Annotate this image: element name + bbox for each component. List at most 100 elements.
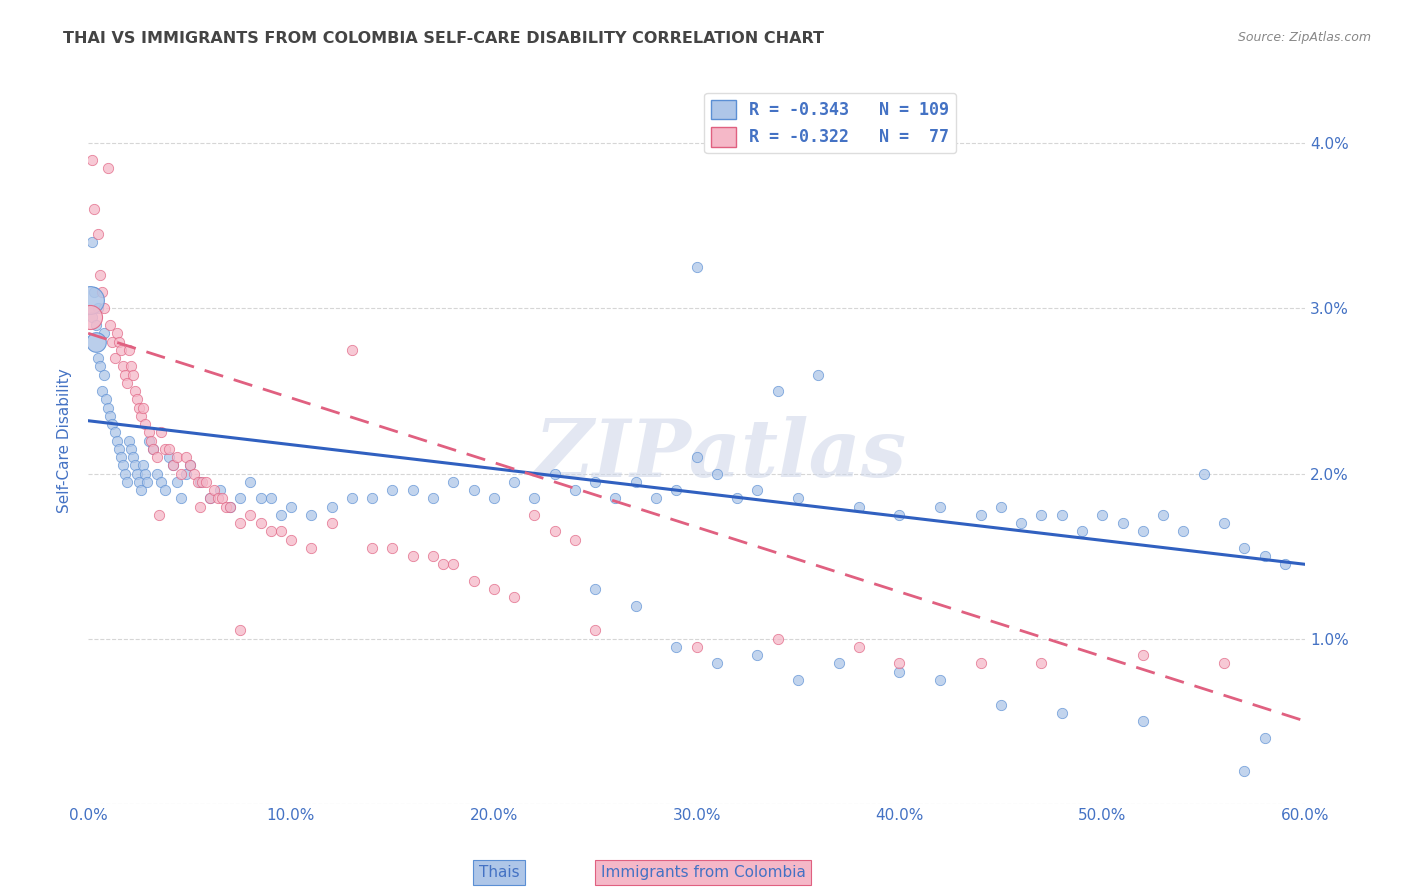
Point xyxy=(121,450,143,464)
Point xyxy=(107,334,129,349)
Point xyxy=(128,401,150,415)
Point xyxy=(361,541,384,555)
Point xyxy=(1132,524,1154,539)
Point xyxy=(1091,508,1114,522)
Point xyxy=(105,434,128,448)
Point xyxy=(1233,764,1256,778)
Text: Immigrants from Colombia: Immigrants from Colombia xyxy=(600,865,806,880)
Point xyxy=(132,401,155,415)
Point xyxy=(110,343,132,357)
Point xyxy=(142,442,165,456)
Point xyxy=(162,458,184,473)
Point xyxy=(82,310,104,324)
Point xyxy=(111,359,134,374)
Point xyxy=(89,359,111,374)
Point xyxy=(787,491,810,506)
Point xyxy=(125,467,148,481)
Point xyxy=(188,475,211,489)
Point xyxy=(1071,524,1094,539)
Point xyxy=(848,640,870,654)
Point xyxy=(503,591,526,605)
Point xyxy=(82,153,104,167)
Point xyxy=(889,665,911,679)
Point xyxy=(929,673,952,687)
Point xyxy=(93,301,115,316)
Point xyxy=(87,301,110,316)
Point xyxy=(120,442,142,456)
Point xyxy=(155,483,177,497)
Point xyxy=(207,491,229,506)
Point xyxy=(103,425,125,440)
Point xyxy=(260,524,283,539)
Point xyxy=(482,582,505,596)
Point xyxy=(1274,558,1296,572)
Point xyxy=(134,417,156,431)
Point xyxy=(523,491,546,506)
Point xyxy=(543,524,565,539)
Point xyxy=(280,533,302,547)
Point xyxy=(1233,541,1256,555)
Point xyxy=(124,384,146,398)
Point xyxy=(97,401,120,415)
Point xyxy=(1173,524,1195,539)
Point xyxy=(969,657,991,671)
Point xyxy=(463,574,485,588)
Point xyxy=(194,475,217,489)
Point xyxy=(136,475,159,489)
Point xyxy=(665,640,688,654)
Point xyxy=(422,491,444,506)
Point xyxy=(87,227,110,242)
Point xyxy=(129,483,152,497)
Point xyxy=(1213,657,1236,671)
Point xyxy=(132,458,155,473)
Point xyxy=(402,483,425,497)
Point xyxy=(685,260,707,275)
Point xyxy=(665,483,688,497)
Point xyxy=(361,491,384,506)
Point xyxy=(583,624,606,638)
Point xyxy=(1152,508,1174,522)
Point xyxy=(1111,516,1133,530)
Point xyxy=(93,368,115,382)
Point xyxy=(340,491,363,506)
Point xyxy=(115,475,138,489)
Point xyxy=(1050,508,1073,522)
Point xyxy=(706,467,728,481)
Point xyxy=(889,508,911,522)
Point xyxy=(110,450,132,464)
Point xyxy=(422,549,444,563)
Point xyxy=(170,467,193,481)
Point xyxy=(1253,549,1275,563)
Point xyxy=(766,384,789,398)
Point xyxy=(125,392,148,407)
Point xyxy=(138,425,160,440)
Point xyxy=(162,458,184,473)
Point xyxy=(1132,714,1154,728)
Point xyxy=(1192,467,1215,481)
Point xyxy=(766,632,789,646)
Point xyxy=(321,516,343,530)
Point xyxy=(183,467,205,481)
Point xyxy=(155,442,177,456)
Point xyxy=(219,500,242,514)
Point xyxy=(84,334,107,349)
Point xyxy=(157,442,180,456)
Point xyxy=(280,500,302,514)
Point xyxy=(150,425,173,440)
Point xyxy=(107,442,129,456)
Point xyxy=(381,483,404,497)
Point xyxy=(134,467,156,481)
Point xyxy=(202,483,225,497)
Point xyxy=(114,467,136,481)
Point xyxy=(100,409,122,423)
Point xyxy=(170,491,193,506)
Point xyxy=(208,483,231,497)
Point xyxy=(260,491,283,506)
Point xyxy=(482,491,505,506)
Point xyxy=(118,343,141,357)
Point xyxy=(1031,508,1053,522)
Point xyxy=(166,475,188,489)
Point xyxy=(100,318,122,332)
Point xyxy=(747,483,769,497)
Point xyxy=(121,368,143,382)
